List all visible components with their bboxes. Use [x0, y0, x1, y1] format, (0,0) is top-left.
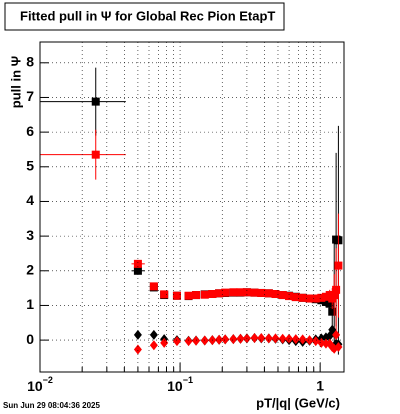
- diamond-marker: [172, 336, 181, 347]
- chart-title: Fitted pull in Ψ for Global Rec Pion Eta…: [20, 8, 275, 23]
- square-marker: [208, 290, 217, 299]
- square-marker: [264, 289, 273, 298]
- diamond-marker: [221, 334, 230, 345]
- square-marker: [133, 259, 142, 268]
- diamond-marker: [215, 334, 224, 345]
- diamond-marker: [271, 333, 280, 344]
- square-marker: [215, 289, 224, 298]
- diamond-marker: [149, 329, 158, 340]
- square-marker: [334, 261, 343, 270]
- diamond-marker: [257, 333, 266, 344]
- y-tick-label: 6: [26, 123, 34, 139]
- square-marker: [200, 290, 209, 299]
- diamond-marker: [133, 344, 142, 355]
- diamond-marker: [317, 337, 326, 348]
- diamond-marker: [332, 329, 341, 340]
- square-marker: [160, 290, 169, 299]
- square-marker: [285, 292, 294, 301]
- timestamp: Sun Jun 29 08:04:36 2025: [3, 401, 100, 410]
- diamond-marker: [229, 334, 238, 345]
- square-marker: [91, 150, 100, 159]
- diamond-marker: [250, 333, 259, 344]
- square-marker: [172, 291, 181, 300]
- diamond-marker: [184, 336, 193, 347]
- diamond-marker: [264, 333, 273, 344]
- square-marker: [298, 293, 307, 302]
- x-axis-label: pT/|q| (GeV/c): [256, 395, 340, 410]
- x-tick-label: 10−2: [27, 375, 53, 393]
- diamond-marker: [305, 335, 314, 346]
- tick-base: 10: [167, 378, 183, 394]
- y-tick-label: 4: [26, 192, 34, 208]
- diamond-marker: [278, 333, 287, 344]
- square-marker: [317, 293, 326, 302]
- diamond-marker: [298, 334, 307, 345]
- title-box: [4, 2, 285, 31]
- y-tick-label: 2: [26, 261, 34, 277]
- square-marker: [221, 288, 230, 297]
- tick-base: 10: [27, 378, 43, 394]
- y-tick-label: 1: [26, 296, 34, 312]
- square-marker: [291, 293, 300, 302]
- square-marker: [332, 285, 341, 294]
- frame: [39, 41, 345, 373]
- tick-exponent: −2: [43, 375, 53, 385]
- y-tick-label: 0: [26, 331, 34, 347]
- tick-exponent: −1: [183, 375, 193, 385]
- diamond-marker: [149, 340, 158, 351]
- square-marker: [305, 294, 314, 303]
- plot-area: [40, 67, 343, 355]
- y-tick-label: 5: [26, 157, 34, 173]
- square-marker: [325, 299, 334, 308]
- square-marker: [257, 288, 266, 297]
- diamond-marker: [334, 342, 343, 353]
- square-marker: [184, 291, 193, 300]
- square-marker: [330, 291, 339, 300]
- x-tick-label: 10−1: [167, 375, 193, 393]
- y-tick-label: 7: [26, 88, 34, 104]
- square-marker: [278, 291, 287, 300]
- square-marker: [236, 288, 245, 297]
- square-marker: [271, 290, 280, 299]
- diamond-marker: [192, 335, 201, 346]
- square-marker: [149, 282, 158, 291]
- square-marker: [192, 291, 201, 300]
- y-tick-label: 3: [26, 227, 34, 243]
- square-marker: [242, 288, 251, 297]
- square-marker: [328, 307, 337, 316]
- square-marker: [229, 288, 238, 297]
- x-tick-label: 1: [316, 378, 324, 394]
- square-marker: [311, 294, 320, 303]
- y-axis-label: pull in Ψ: [8, 56, 23, 108]
- square-marker: [250, 288, 259, 297]
- diamond-marker: [236, 333, 245, 344]
- diamond-marker: [200, 335, 209, 346]
- diamond-marker: [291, 334, 300, 345]
- square-marker: [91, 97, 100, 106]
- diamond-marker: [160, 337, 169, 348]
- y-tick-label: 8: [26, 54, 34, 70]
